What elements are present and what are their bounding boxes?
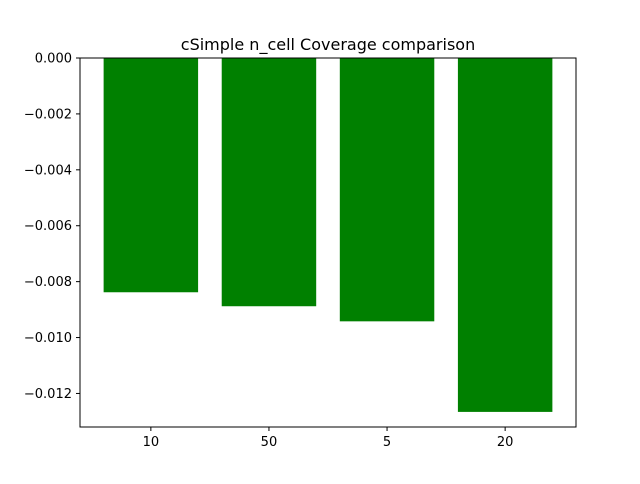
y-axis-ticks: 0.000 −0.002 −0.004 −0.006 −0.008 −0.010 −0.01…: [24, 52, 80, 402]
x-tick-label: 50: [261, 435, 278, 450]
bar-10: [103, 58, 199, 293]
plot-frame: [79, 57, 577, 428]
bar-20: [457, 58, 553, 412]
y-tick-label: −0.010: [24, 331, 72, 346]
y-tick-label: −0.008: [24, 275, 72, 290]
bar-50: [221, 58, 317, 307]
bars-group: [103, 58, 553, 412]
x-axis-ticks: 10 50 5 20: [143, 427, 514, 450]
y-tick-label: 0.000: [35, 52, 72, 67]
x-tick-label: 5: [383, 435, 391, 450]
y-tick-label: −0.012: [24, 387, 72, 402]
y-tick-label: −0.006: [24, 219, 72, 234]
y-tick-label: −0.004: [24, 163, 72, 178]
y-tick-label: −0.002: [24, 107, 72, 122]
chart-title: cSimple n_cell Coverage comparison: [181, 35, 475, 55]
x-tick-label: 10: [143, 435, 160, 450]
x-tick-label: 20: [497, 435, 514, 450]
bar-5: [339, 58, 435, 322]
